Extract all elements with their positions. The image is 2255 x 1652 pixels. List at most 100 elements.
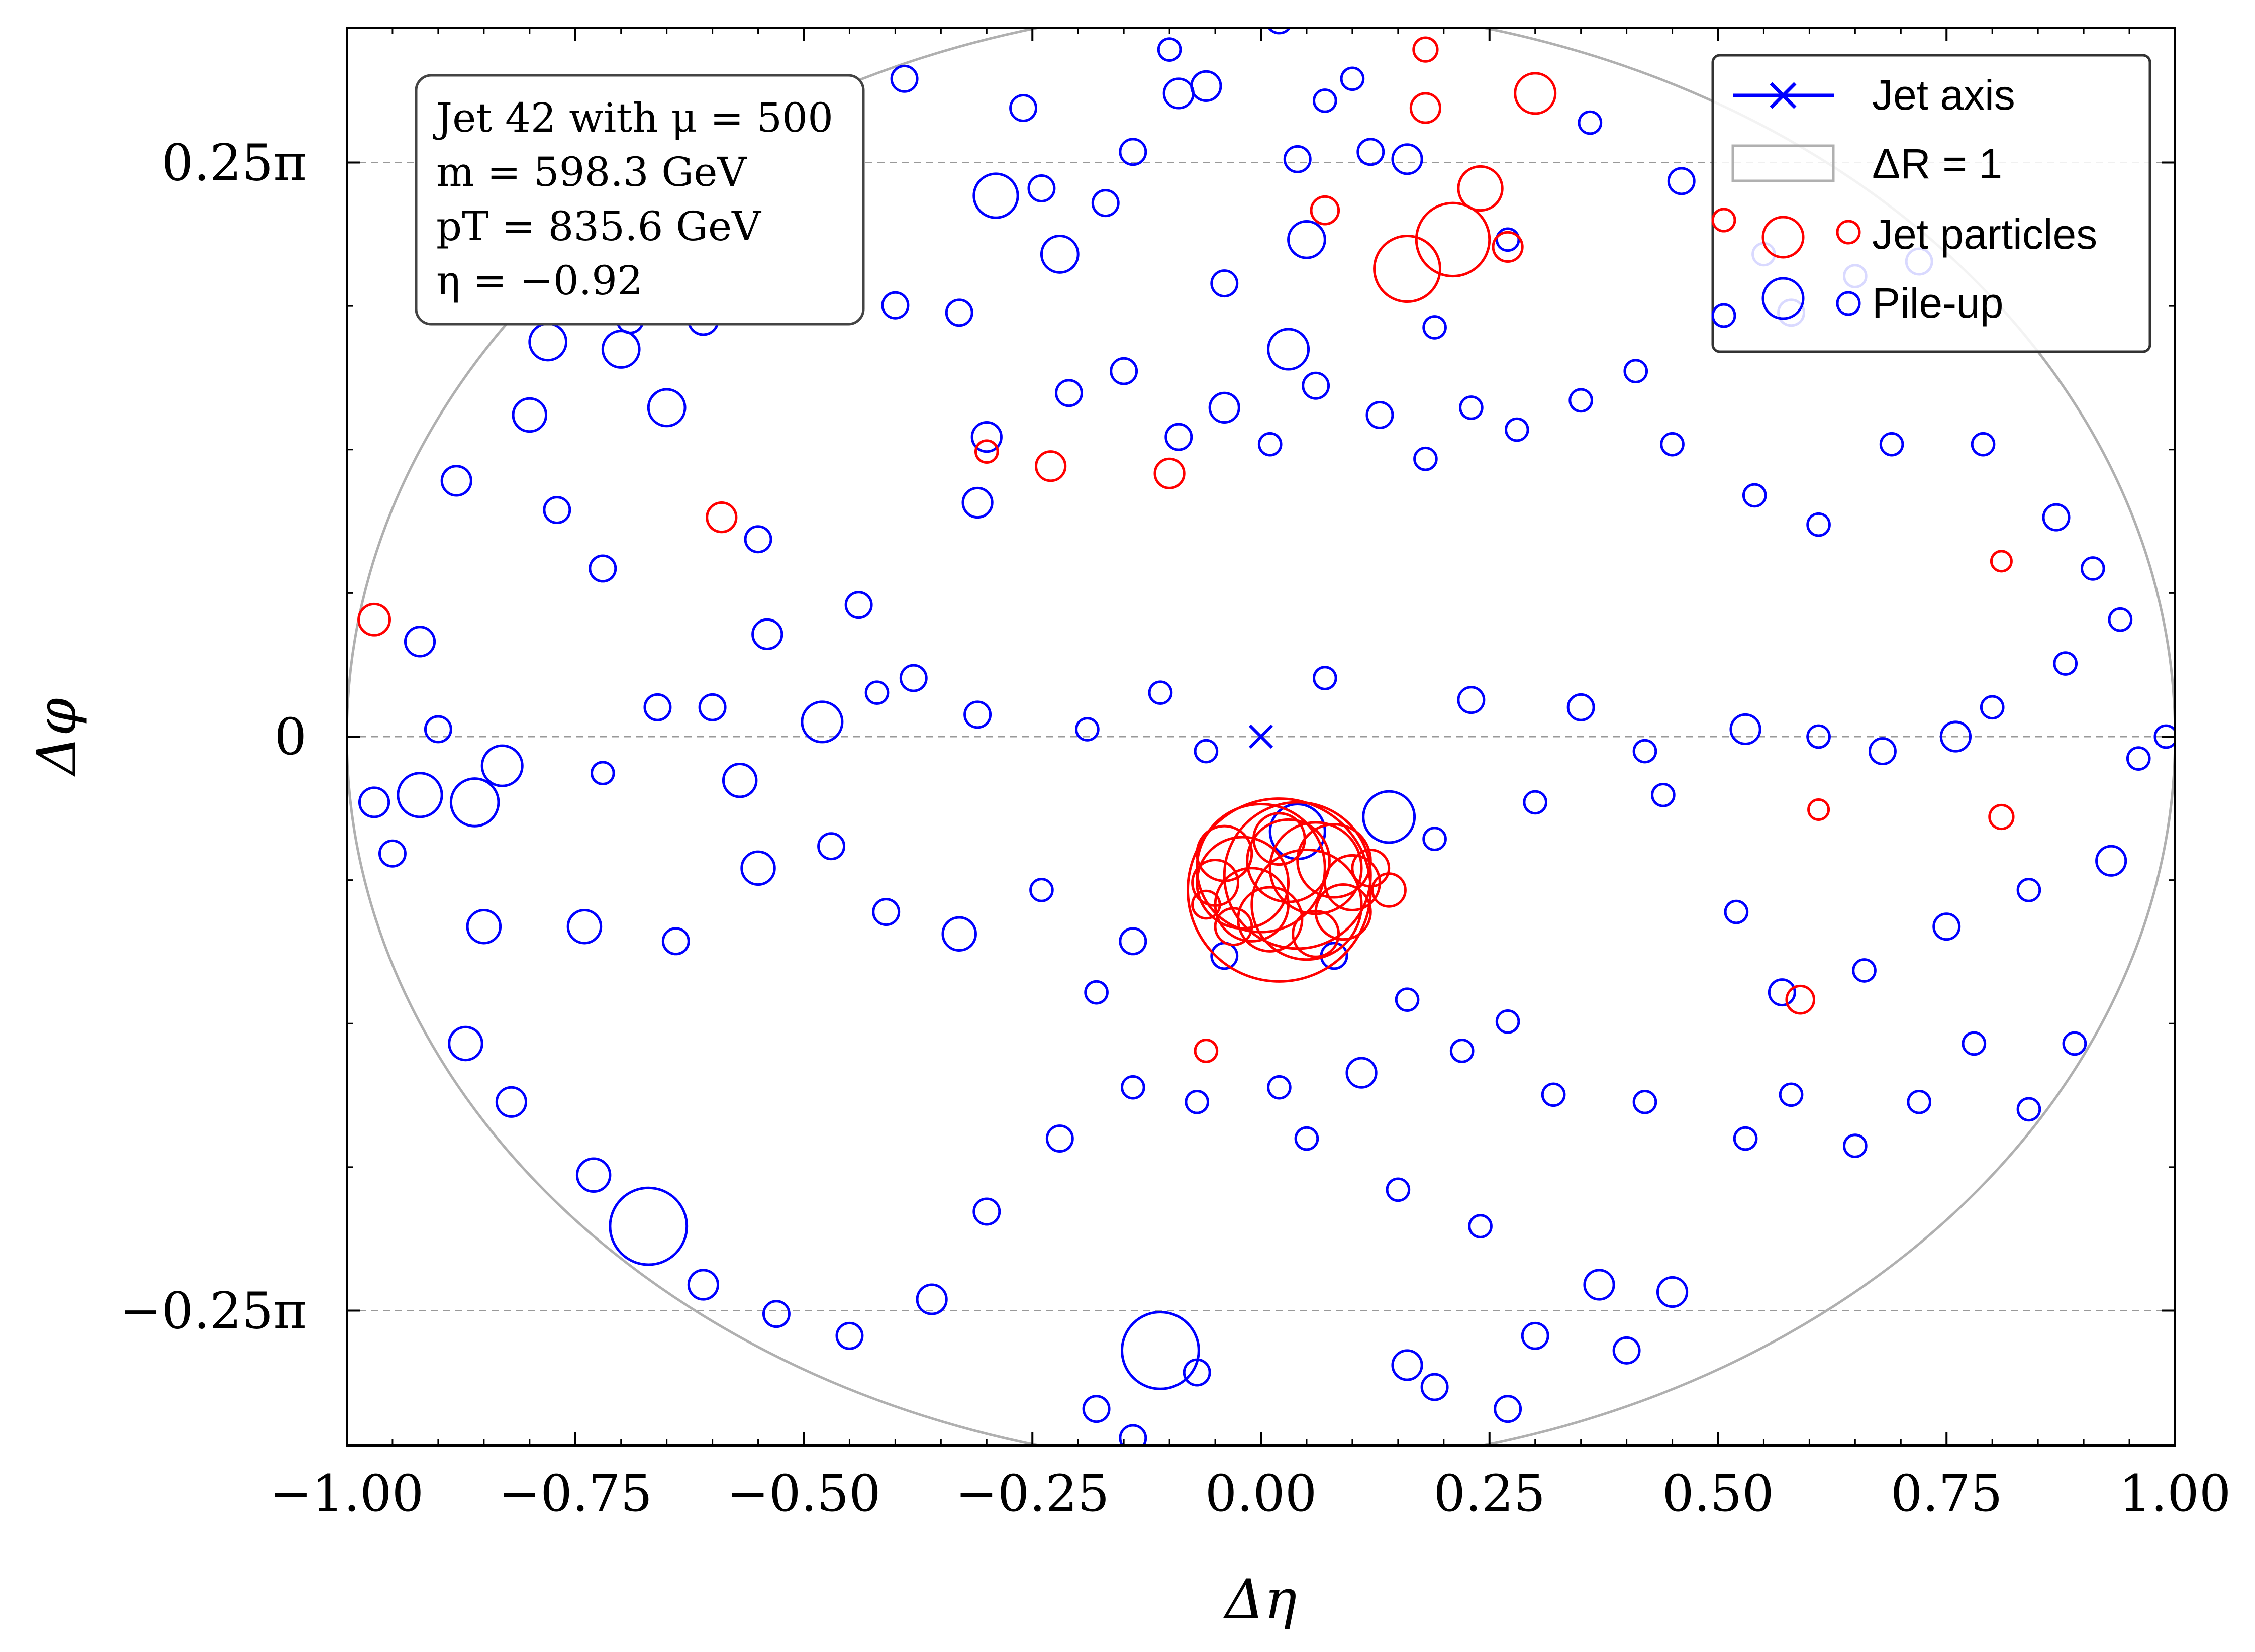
pile-up-point — [1495, 1009, 1520, 1034]
info-line-pt: pT = 835.6 GeV — [436, 203, 761, 250]
pile-up-point — [1733, 1126, 1758, 1151]
pile-up-point — [1907, 1089, 1932, 1114]
y-tick-label: 0.25π — [162, 134, 307, 192]
jet-particle-point — [1371, 872, 1407, 908]
pile-up-point — [480, 744, 524, 787]
pile-up-point — [643, 693, 672, 721]
pile-up-point — [1119, 1424, 1147, 1446]
pile-up-point — [378, 839, 407, 868]
y-tick-label: 0 — [274, 707, 307, 766]
pile-up-point — [1365, 400, 1394, 429]
jet-particle-point — [1785, 984, 1815, 1015]
pile-up-point — [972, 1197, 1001, 1226]
x-axis-title: Δη — [1223, 1568, 1297, 1631]
pile-up-point — [1119, 138, 1147, 166]
pile-up-point — [590, 761, 615, 786]
pile-up-point — [1667, 167, 1696, 195]
info-line-eta: η = −0.92 — [436, 257, 643, 304]
pile-up-point — [1623, 359, 1648, 384]
pile-up-point — [1267, 28, 1292, 35]
pile-up-point — [1521, 1321, 1549, 1350]
legend-swatch-jet-axis — [1733, 82, 1834, 109]
pile-up-point — [1413, 446, 1438, 471]
jet-particle-point — [1250, 848, 1363, 961]
pile-up-point — [1040, 235, 1080, 274]
pile-up-point — [1651, 783, 1676, 807]
info-box: Jet 42 with μ = 500 m = 598.3 GeV pT = 8… — [415, 74, 865, 326]
pile-up-point — [1632, 739, 1657, 764]
jet-particle-point — [1373, 235, 1442, 303]
jet-particle-point — [1035, 450, 1067, 482]
pile-up-point — [1183, 1358, 1211, 1387]
pile-up-point — [1806, 512, 1831, 537]
jet-particle-point — [1514, 72, 1557, 115]
pile-up-point — [1852, 958, 1877, 983]
jet-particle-point — [974, 439, 999, 464]
x-tick-label: −0.25 — [955, 1464, 1109, 1523]
jet-particle-point — [1409, 92, 1442, 124]
pile-up-point — [881, 291, 910, 320]
legend-label-jet-particles: Jet particles — [1872, 211, 2097, 258]
pile-up-point — [963, 700, 992, 729]
jet-particle-point — [1292, 909, 1340, 958]
pile-up-point — [566, 908, 603, 945]
pile-up-point — [722, 763, 758, 798]
pile-up-point — [1194, 739, 1219, 764]
pile-up-point — [970, 421, 1003, 453]
pile-up-point — [1210, 269, 1239, 298]
pile-up-point — [762, 1300, 791, 1328]
jet-axis-marker — [1248, 724, 1273, 749]
info-box-frame — [415, 74, 865, 326]
pile-up-point — [1082, 1395, 1111, 1423]
legend-swatch-delta-r — [1731, 144, 1835, 182]
pile-up-point — [1157, 37, 1182, 62]
pile-up-point — [1267, 1075, 1292, 1100]
pile-up-point — [575, 1157, 612, 1193]
x-tick-label: 0.25 — [1433, 1464, 1545, 1523]
pile-up-point — [2042, 503, 2071, 532]
pile-up-point — [1449, 1039, 1475, 1063]
info-line-mass: m = 598.3 GeV — [436, 149, 747, 195]
pile-up-point — [2080, 556, 2105, 581]
jet-particle-point — [1990, 550, 2013, 573]
info-line-jet: Jet 42 with μ = 500 — [433, 94, 833, 141]
pile-up-point — [890, 64, 919, 93]
pile-up-point — [1612, 1336, 1641, 1365]
pile-up-point — [1632, 1089, 1657, 1114]
pile-up-point — [1110, 357, 1138, 385]
pile-up-point — [1148, 680, 1173, 705]
pile-up-point — [864, 680, 890, 705]
x-tick-label: −1.00 — [270, 1464, 424, 1523]
jet-particle-point — [1196, 836, 1290, 930]
pile-up-point — [961, 486, 994, 519]
pile-up-point — [1962, 1031, 1987, 1056]
pile-up-point — [1980, 695, 2005, 720]
pile-up-point — [1287, 220, 1326, 259]
pile-up-point — [2095, 845, 2127, 877]
pile-up-point — [1578, 110, 1603, 135]
pile-up-point — [916, 1283, 948, 1315]
pile-up-point — [801, 700, 844, 744]
pile-up-point — [687, 1269, 720, 1301]
pile-up-point — [1055, 379, 1083, 407]
pile-up-point — [466, 908, 502, 945]
x-tick-label: 0.00 — [1205, 1464, 1317, 1523]
pile-up-point — [1091, 189, 1120, 218]
pile-up-point — [1391, 1349, 1423, 1381]
pile-up-point — [1009, 94, 1038, 122]
jet-particle-point — [1153, 457, 1186, 489]
pile-up-point — [744, 525, 772, 554]
pile-up-point — [404, 626, 436, 658]
pile-up-point — [698, 693, 727, 721]
pile-up-point — [1939, 720, 1972, 753]
pile-up-point — [543, 496, 571, 525]
jet-particle-point — [1196, 824, 1253, 882]
pile-up-point — [1075, 717, 1100, 742]
y-axis-title: Δφ — [26, 698, 88, 777]
pile-up-point — [1422, 827, 1447, 851]
pile-up-point — [844, 591, 873, 620]
jet-particle-point — [1351, 848, 1391, 888]
pile-up-point — [1779, 1082, 1804, 1107]
x-tick-label: −0.75 — [499, 1464, 652, 1523]
pile-up-point — [589, 554, 617, 583]
